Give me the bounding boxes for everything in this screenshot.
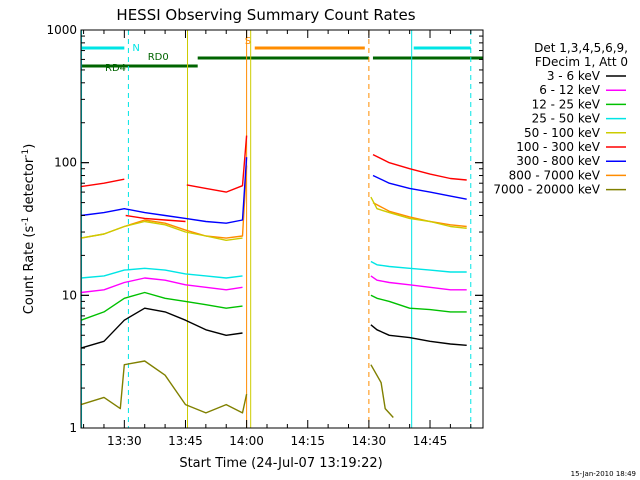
series-50-100-kev-segment-2 <box>370 196 467 229</box>
x-tick-label: 14:00 <box>229 434 264 448</box>
series-3-6-kev-segment-1 <box>80 307 243 349</box>
x-tick-label: 14:45 <box>413 434 448 448</box>
series-7000-20000-kev-segment-2 <box>370 364 394 418</box>
series-100-300-kev-segment-4 <box>372 153 467 181</box>
x-tick-label: 13:45 <box>168 434 203 448</box>
y-tick-label: 1000 <box>46 23 77 37</box>
y-axis-label-exp1: -1 <box>21 217 31 226</box>
y-tick-label: 100 <box>54 156 77 170</box>
series-12-25-kev-segment-1 <box>80 291 243 321</box>
chart-title: HESSI Observing Summary Count Rates <box>116 6 415 24</box>
series-800-7000-kev-segment-2 <box>372 201 467 228</box>
x-axis-ticks: 13:30 13:45 14:00 14:15 14:30 14:45 <box>83 30 472 448</box>
flags-layer: RD4 RD0 N S <box>81 36 483 74</box>
series-25-50-kev-segment-1 <box>80 267 243 279</box>
series-300-800-kev-segment-1 <box>80 157 248 224</box>
vlines-layer <box>81 30 472 428</box>
series-100-300-kev-segment-1 <box>80 178 125 188</box>
x-axis-label: Start Time (24-Jul-07 13:19:22) <box>179 456 382 471</box>
x-tick-label: 13:30 <box>107 434 142 448</box>
legend-label-100-300-kev: 100 - 300 keV <box>516 140 600 154</box>
legend-label-6-12-kev: 6 - 12 keV <box>539 83 601 97</box>
legend-label-800-7000-kev: 800 - 7000 keV <box>509 168 601 182</box>
series-7000-20000-kev-segment-1 <box>80 360 248 414</box>
series-6-12-kev-segment-2 <box>370 275 467 291</box>
series-50-100-kev-segment-1 <box>80 220 243 242</box>
legend-label-12-25-kev: 12 - 25 keV <box>532 97 601 111</box>
series-800-7000-kev-segment-1 <box>80 165 248 239</box>
flag-label-s: S <box>245 36 251 47</box>
plot-frame <box>80 29 484 429</box>
series-12-25-kev-segment-2 <box>370 294 467 313</box>
y-axis-label-end: ) <box>22 144 37 149</box>
legend-label-50-100-kev: 50 - 100 keV <box>524 126 601 140</box>
series-300-800-kev-segment-2 <box>372 174 467 200</box>
legend-label-300-800-kev: 300 - 800 keV <box>516 154 600 168</box>
series-100-300-kev-segment-2 <box>125 214 186 223</box>
y-tick-label: 1 <box>69 421 77 435</box>
y-axis-ticks: 1 10 100 1000 <box>46 23 483 435</box>
y-axis-label-mid: detector <box>22 157 37 217</box>
flag-label-rd4: RD4 <box>105 63 126 74</box>
x-tick-label: 14:30 <box>352 434 387 448</box>
footer-date: 15-Jan-2010 18:49 <box>571 470 636 478</box>
series-6-12-kev-segment-1 <box>80 277 243 294</box>
series-layer <box>80 135 467 418</box>
flag-label-rd0: RD0 <box>148 52 169 63</box>
legend-header-line-2: FDecim 1, Att 0 <box>535 55 628 69</box>
y-tick-label: 10 <box>62 288 77 302</box>
series-25-50-kev-segment-2 <box>370 260 467 273</box>
legend-label-7000-20000-kev: 7000 - 20000 keV <box>493 183 600 197</box>
x-tick-label: 14:15 <box>290 434 325 448</box>
y-axis-label-main: Count Rate (s <box>22 226 37 315</box>
legend-header-line-1: Det 1,3,4,5,6,9, <box>534 41 628 55</box>
y-axis-label: Count Rate (s-1 detector-1) <box>21 144 37 315</box>
flag-label-n: N <box>132 43 139 54</box>
legend-label-3-6-kev: 3 - 6 keV <box>547 69 601 83</box>
legend-label-25-50-kev: 25 - 50 keV <box>532 112 601 126</box>
series-100-300-kev-segment-3 <box>186 135 248 193</box>
series-3-6-kev-segment-2 <box>370 324 467 346</box>
y-axis-label-exp2: -1 <box>21 149 31 158</box>
